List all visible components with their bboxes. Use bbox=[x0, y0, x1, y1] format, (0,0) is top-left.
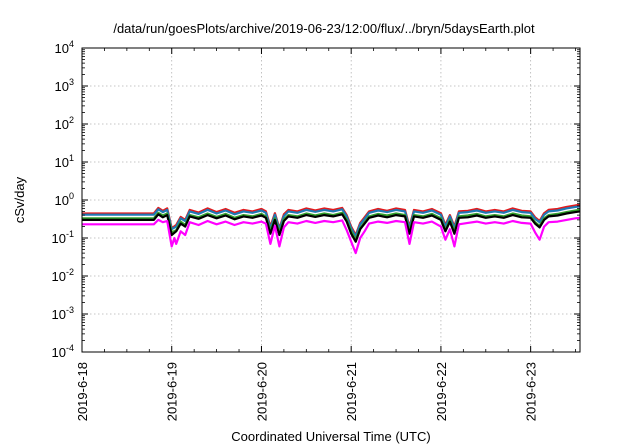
y-tick-label: 104 bbox=[55, 39, 74, 56]
y-tick-base: 10 bbox=[52, 269, 66, 284]
y-tick-exponent: 1 bbox=[69, 153, 74, 163]
x-tick-label: 2019-6-23 bbox=[524, 362, 539, 421]
series-line bbox=[82, 210, 581, 243]
chart-title: /data/run/goesPlots/archive/2019-06-23/1… bbox=[113, 21, 535, 36]
series-line bbox=[82, 208, 581, 241]
y-tick-label: 101 bbox=[55, 153, 74, 170]
y-tick-base: 10 bbox=[52, 345, 66, 360]
x-tick-label: 2019-6-20 bbox=[254, 362, 269, 421]
y-tick-label: 103 bbox=[55, 77, 74, 94]
y-tick-exponent: -2 bbox=[66, 267, 74, 277]
y-tick-exponent: 3 bbox=[69, 77, 74, 87]
y-tick-exponent: -4 bbox=[66, 343, 74, 353]
y-tick-exponent: 2 bbox=[69, 115, 74, 125]
x-tick-label: 2019-6-19 bbox=[165, 362, 180, 421]
x-tick-label: 2019-6-22 bbox=[434, 362, 449, 421]
y-tick-exponent: 4 bbox=[69, 39, 74, 49]
y-tick-base: 10 bbox=[55, 193, 69, 208]
x-tick-labels: 2019-6-18 2019-6-19 2019-6-20 2019-6-21 2019… bbox=[75, 362, 539, 421]
y-tick-exponent: -3 bbox=[66, 305, 74, 315]
y-tick-label: 10-3 bbox=[52, 305, 74, 322]
y-tick-base: 10 bbox=[55, 155, 69, 170]
y-tick-base: 10 bbox=[52, 231, 66, 246]
ticks bbox=[81, 47, 580, 353]
grid bbox=[82, 48, 580, 352]
series-line bbox=[82, 216, 581, 255]
y-tick-label: 10-4 bbox=[52, 343, 74, 360]
x-axis-label: Coordinated Universal Time (UTC) bbox=[231, 429, 430, 444]
y-tick-label: 100 bbox=[55, 191, 74, 208]
y-axis-label: cSv/day bbox=[12, 176, 27, 223]
y-tick-base: 10 bbox=[55, 41, 69, 56]
y-tick-exponent: 0 bbox=[69, 191, 74, 201]
y-tick-base: 10 bbox=[52, 307, 66, 322]
y-tick-exponent: -1 bbox=[66, 229, 74, 239]
y-tick-label: 10-2 bbox=[52, 267, 74, 284]
y-tick-base: 10 bbox=[55, 117, 69, 132]
y-tick-label: 102 bbox=[55, 115, 74, 132]
x-tick-label: 2019-6-21 bbox=[344, 362, 359, 421]
series-layer bbox=[82, 203, 581, 255]
y-tick-base: 10 bbox=[55, 79, 69, 94]
x-tick-label: 2019-6-18 bbox=[75, 362, 90, 421]
series-line bbox=[82, 205, 581, 238]
y-tick-label: 10-1 bbox=[52, 229, 74, 246]
